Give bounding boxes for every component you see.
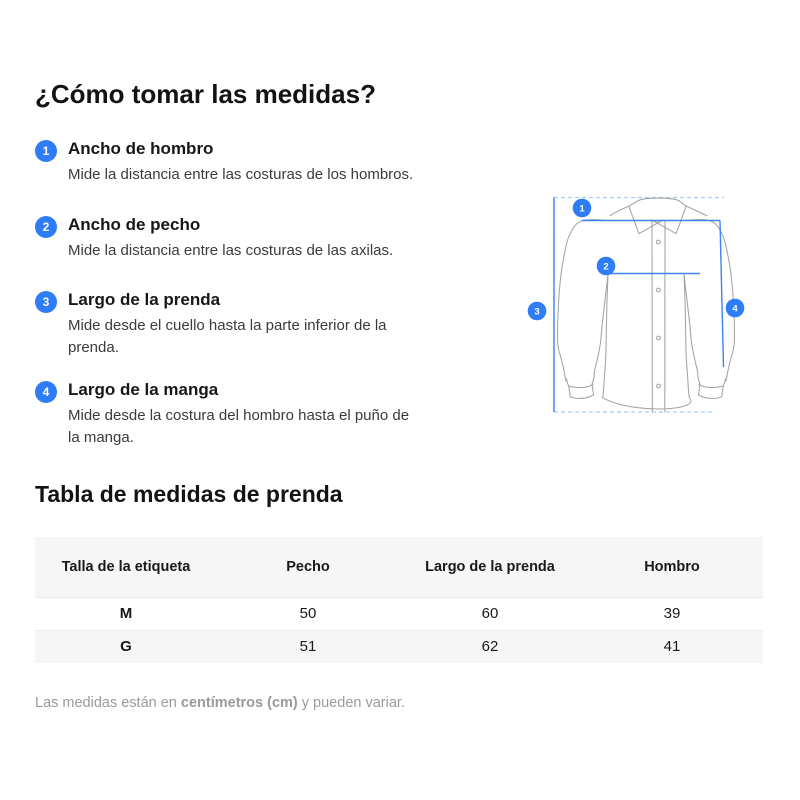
svg-text:3: 3: [534, 306, 539, 317]
svg-text:2: 2: [603, 261, 608, 272]
svg-text:4: 4: [732, 303, 738, 314]
svg-text:1: 1: [579, 203, 585, 214]
